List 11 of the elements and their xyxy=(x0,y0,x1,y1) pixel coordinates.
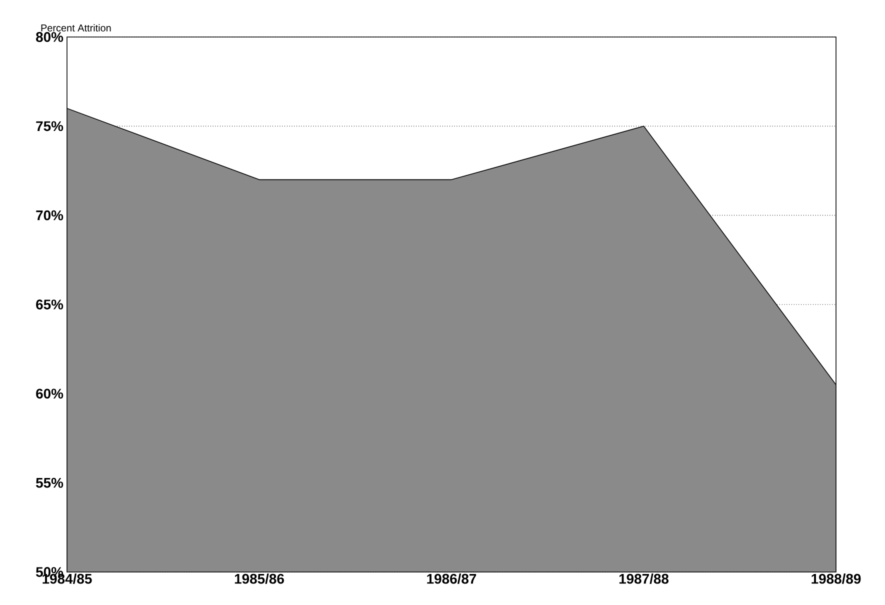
x-tick-label: 1985/86 xyxy=(234,574,284,584)
y-tick-label: 80% xyxy=(36,32,64,42)
y-tick-label: 65% xyxy=(36,300,64,310)
y-axis-title: Percent Attrition xyxy=(41,24,111,32)
x-tick-label: 1988/89 xyxy=(812,574,861,584)
y-tick-label: 55% xyxy=(36,478,64,488)
y-tick-label: 70% xyxy=(36,210,64,220)
x-tick-label: 1987/88 xyxy=(619,574,669,584)
x-tick-label: 1986/87 xyxy=(427,574,476,584)
y-tick-label: 60% xyxy=(36,388,64,399)
y-tick-label: 75% xyxy=(36,121,64,132)
